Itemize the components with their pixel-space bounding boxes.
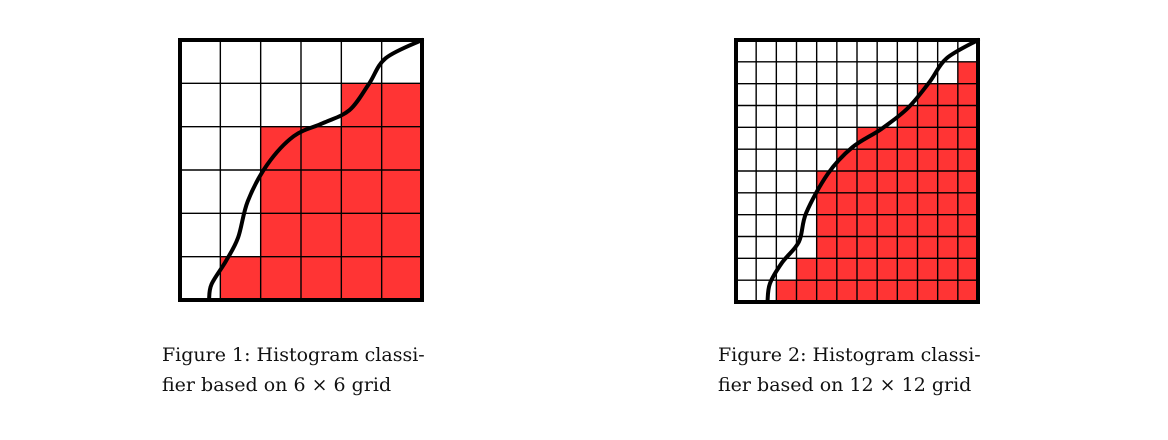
grid-border: [734, 38, 980, 304]
filled-cell: [260, 256, 302, 301]
filled-cell: [796, 280, 817, 303]
filled-cell: [836, 280, 858, 303]
filled-cell: [897, 149, 918, 172]
filled-cell: [957, 61, 979, 84]
filled-cell: [341, 126, 382, 171]
decision-boundary-curve: [207, 38, 424, 302]
filled-cell: [341, 213, 382, 257]
filled-cell: [816, 214, 838, 237]
figure-1-caption-line-1: Figure 1: Histogram classi-: [162, 344, 425, 366]
filled-cell: [937, 149, 959, 172]
filled-cell: [897, 127, 918, 150]
filled-cell: [857, 258, 878, 281]
filled-cell: [917, 105, 938, 128]
filled-cell: [877, 258, 898, 281]
figure-1-caption-line-2: fier based on 6 × 6 grid: [162, 374, 392, 396]
filled-cell: [836, 171, 858, 194]
filled-cell: [937, 171, 959, 194]
filled-cell: [877, 149, 898, 172]
filled-cell: [957, 236, 979, 259]
filled-cell: [260, 213, 302, 257]
filled-cell: [836, 192, 858, 215]
filled-cell: [877, 214, 898, 237]
filled-cell: [836, 258, 858, 281]
filled-cell: [917, 171, 938, 194]
filled-cell: [816, 280, 838, 303]
figure-2-caption-line-1: Figure 2: Histogram classi-: [718, 344, 981, 366]
filled-cell: [381, 170, 423, 214]
filled-cell: [816, 258, 838, 281]
filled-cell: [857, 214, 878, 237]
filled-cell: [877, 280, 898, 303]
filled-cell: [917, 236, 938, 259]
filled-cell: [816, 192, 838, 215]
filled-cell: [857, 149, 878, 172]
filled-cell: [917, 214, 938, 237]
filled-cell: [260, 170, 302, 214]
filled-cell: [957, 192, 979, 215]
decision-boundary-curve: [765, 38, 980, 304]
filled-cell: [836, 236, 858, 259]
histogram-grid-6x6: [178, 38, 424, 302]
filled-cell: [381, 126, 423, 171]
grid-border: [178, 38, 424, 302]
filled-cell: [877, 171, 898, 194]
filled-cell: [816, 171, 838, 194]
filled-cell: [381, 83, 423, 127]
filled-cell: [877, 236, 898, 259]
filled-cell: [897, 280, 918, 303]
filled-cell: [857, 192, 878, 215]
figure-2-caption-line-2: fier based on 12 × 12 grid: [718, 374, 972, 396]
histogram-grid-12x12: [734, 38, 980, 304]
filled-cell: [937, 236, 959, 259]
filled-cell: [301, 213, 342, 257]
filled-cell: [917, 280, 938, 303]
filled-cell: [937, 83, 959, 106]
filled-cell: [897, 258, 918, 281]
filled-cell: [816, 236, 838, 259]
filled-cell: [381, 256, 423, 301]
filled-cell: [957, 280, 979, 303]
filled-cell: [857, 171, 878, 194]
filled-cell: [957, 149, 979, 172]
filled-cell: [957, 83, 979, 106]
filled-cell: [957, 171, 979, 194]
filled-cell: [917, 127, 938, 150]
filled-cell: [796, 258, 817, 281]
filled-cell: [897, 171, 918, 194]
filled-cell: [937, 258, 959, 281]
filled-cell: [857, 236, 878, 259]
filled-cell: [917, 192, 938, 215]
filled-cell: [957, 258, 979, 281]
filled-cell: [776, 280, 797, 303]
filled-cell: [957, 214, 979, 237]
filled-cell: [836, 214, 858, 237]
filled-cell: [917, 258, 938, 281]
filled-cell: [937, 127, 959, 150]
filled-cell: [897, 236, 918, 259]
filled-cell: [341, 83, 382, 127]
filled-cell: [917, 149, 938, 172]
filled-cell: [937, 214, 959, 237]
filled-cell: [937, 280, 959, 303]
filled-cell: [957, 105, 979, 128]
filled-cell: [937, 105, 959, 128]
filled-cell: [937, 192, 959, 215]
filled-cell: [220, 256, 261, 301]
filled-cell: [897, 192, 918, 215]
filled-cell: [877, 192, 898, 215]
figure-2-caption: Figure 2: Histogram classi- fier based o…: [718, 340, 1018, 400]
figure-1-caption: Figure 1: Histogram classi- fier based o…: [162, 340, 462, 400]
filled-cell: [877, 127, 898, 150]
filled-cell: [381, 213, 423, 257]
filled-cell: [897, 214, 918, 237]
filled-cell: [301, 126, 342, 171]
filled-cell: [301, 256, 342, 301]
filled-cell: [957, 127, 979, 150]
filled-cell: [301, 170, 342, 214]
filled-cell: [341, 256, 382, 301]
filled-cell: [857, 280, 878, 303]
filled-cell: [341, 170, 382, 214]
